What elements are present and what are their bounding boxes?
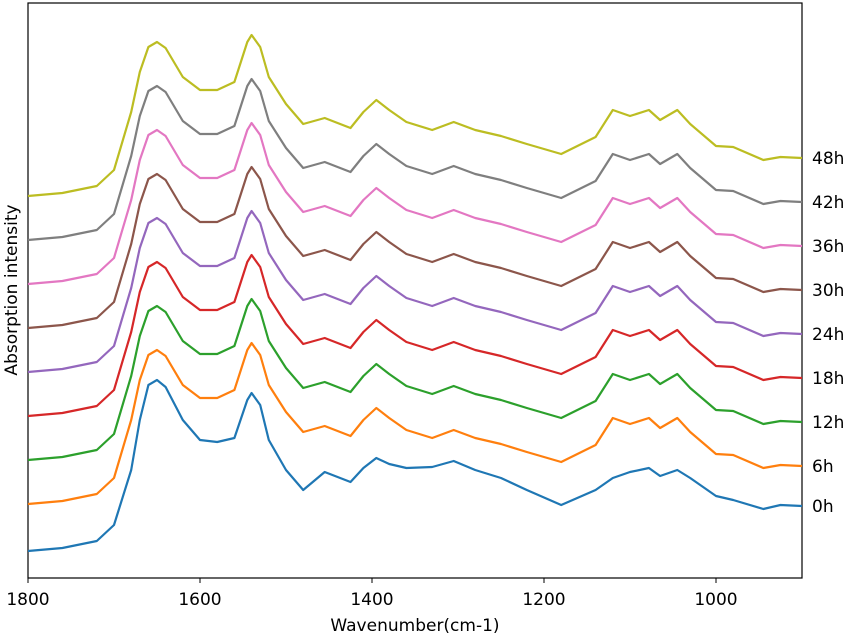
x-tick-label: 1600	[178, 590, 221, 610]
series-label: 24h	[812, 325, 844, 345]
series-label: 42h	[812, 193, 844, 213]
x-tick-label: 1200	[522, 590, 565, 610]
spectrum-line	[27, 378, 803, 553]
spectrum-line	[27, 209, 803, 374]
series-label: 0h	[812, 497, 834, 517]
x-axis-label: Wavenumber(cm-1)	[330, 616, 499, 636]
plot-frame	[27, 2, 803, 579]
spectrum-line	[27, 253, 803, 418]
y-axis-label: Absorption intensity	[2, 204, 22, 375]
x-tick-label: 1000	[694, 590, 737, 610]
series-label: 30h	[812, 281, 844, 301]
series-label: 48h	[812, 149, 844, 169]
series-label: 36h	[812, 237, 844, 257]
x-tick-label: 1400	[350, 590, 393, 610]
spectrum-line	[27, 297, 803, 462]
spectrum-line	[27, 165, 803, 330]
spectrum-line	[27, 77, 803, 242]
series-label: 6h	[812, 457, 834, 477]
spectrum-line	[27, 121, 803, 286]
x-tick-label: 1800	[6, 590, 49, 610]
spectrum-line	[27, 341, 803, 506]
series-label: 18h	[812, 369, 844, 389]
series-label: 12h	[812, 413, 844, 433]
spectrum-line	[27, 33, 803, 198]
